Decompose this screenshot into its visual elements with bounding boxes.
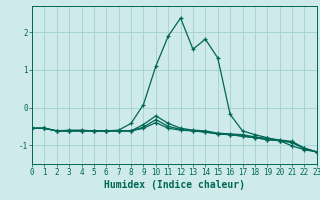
X-axis label: Humidex (Indice chaleur): Humidex (Indice chaleur) xyxy=(104,180,245,190)
